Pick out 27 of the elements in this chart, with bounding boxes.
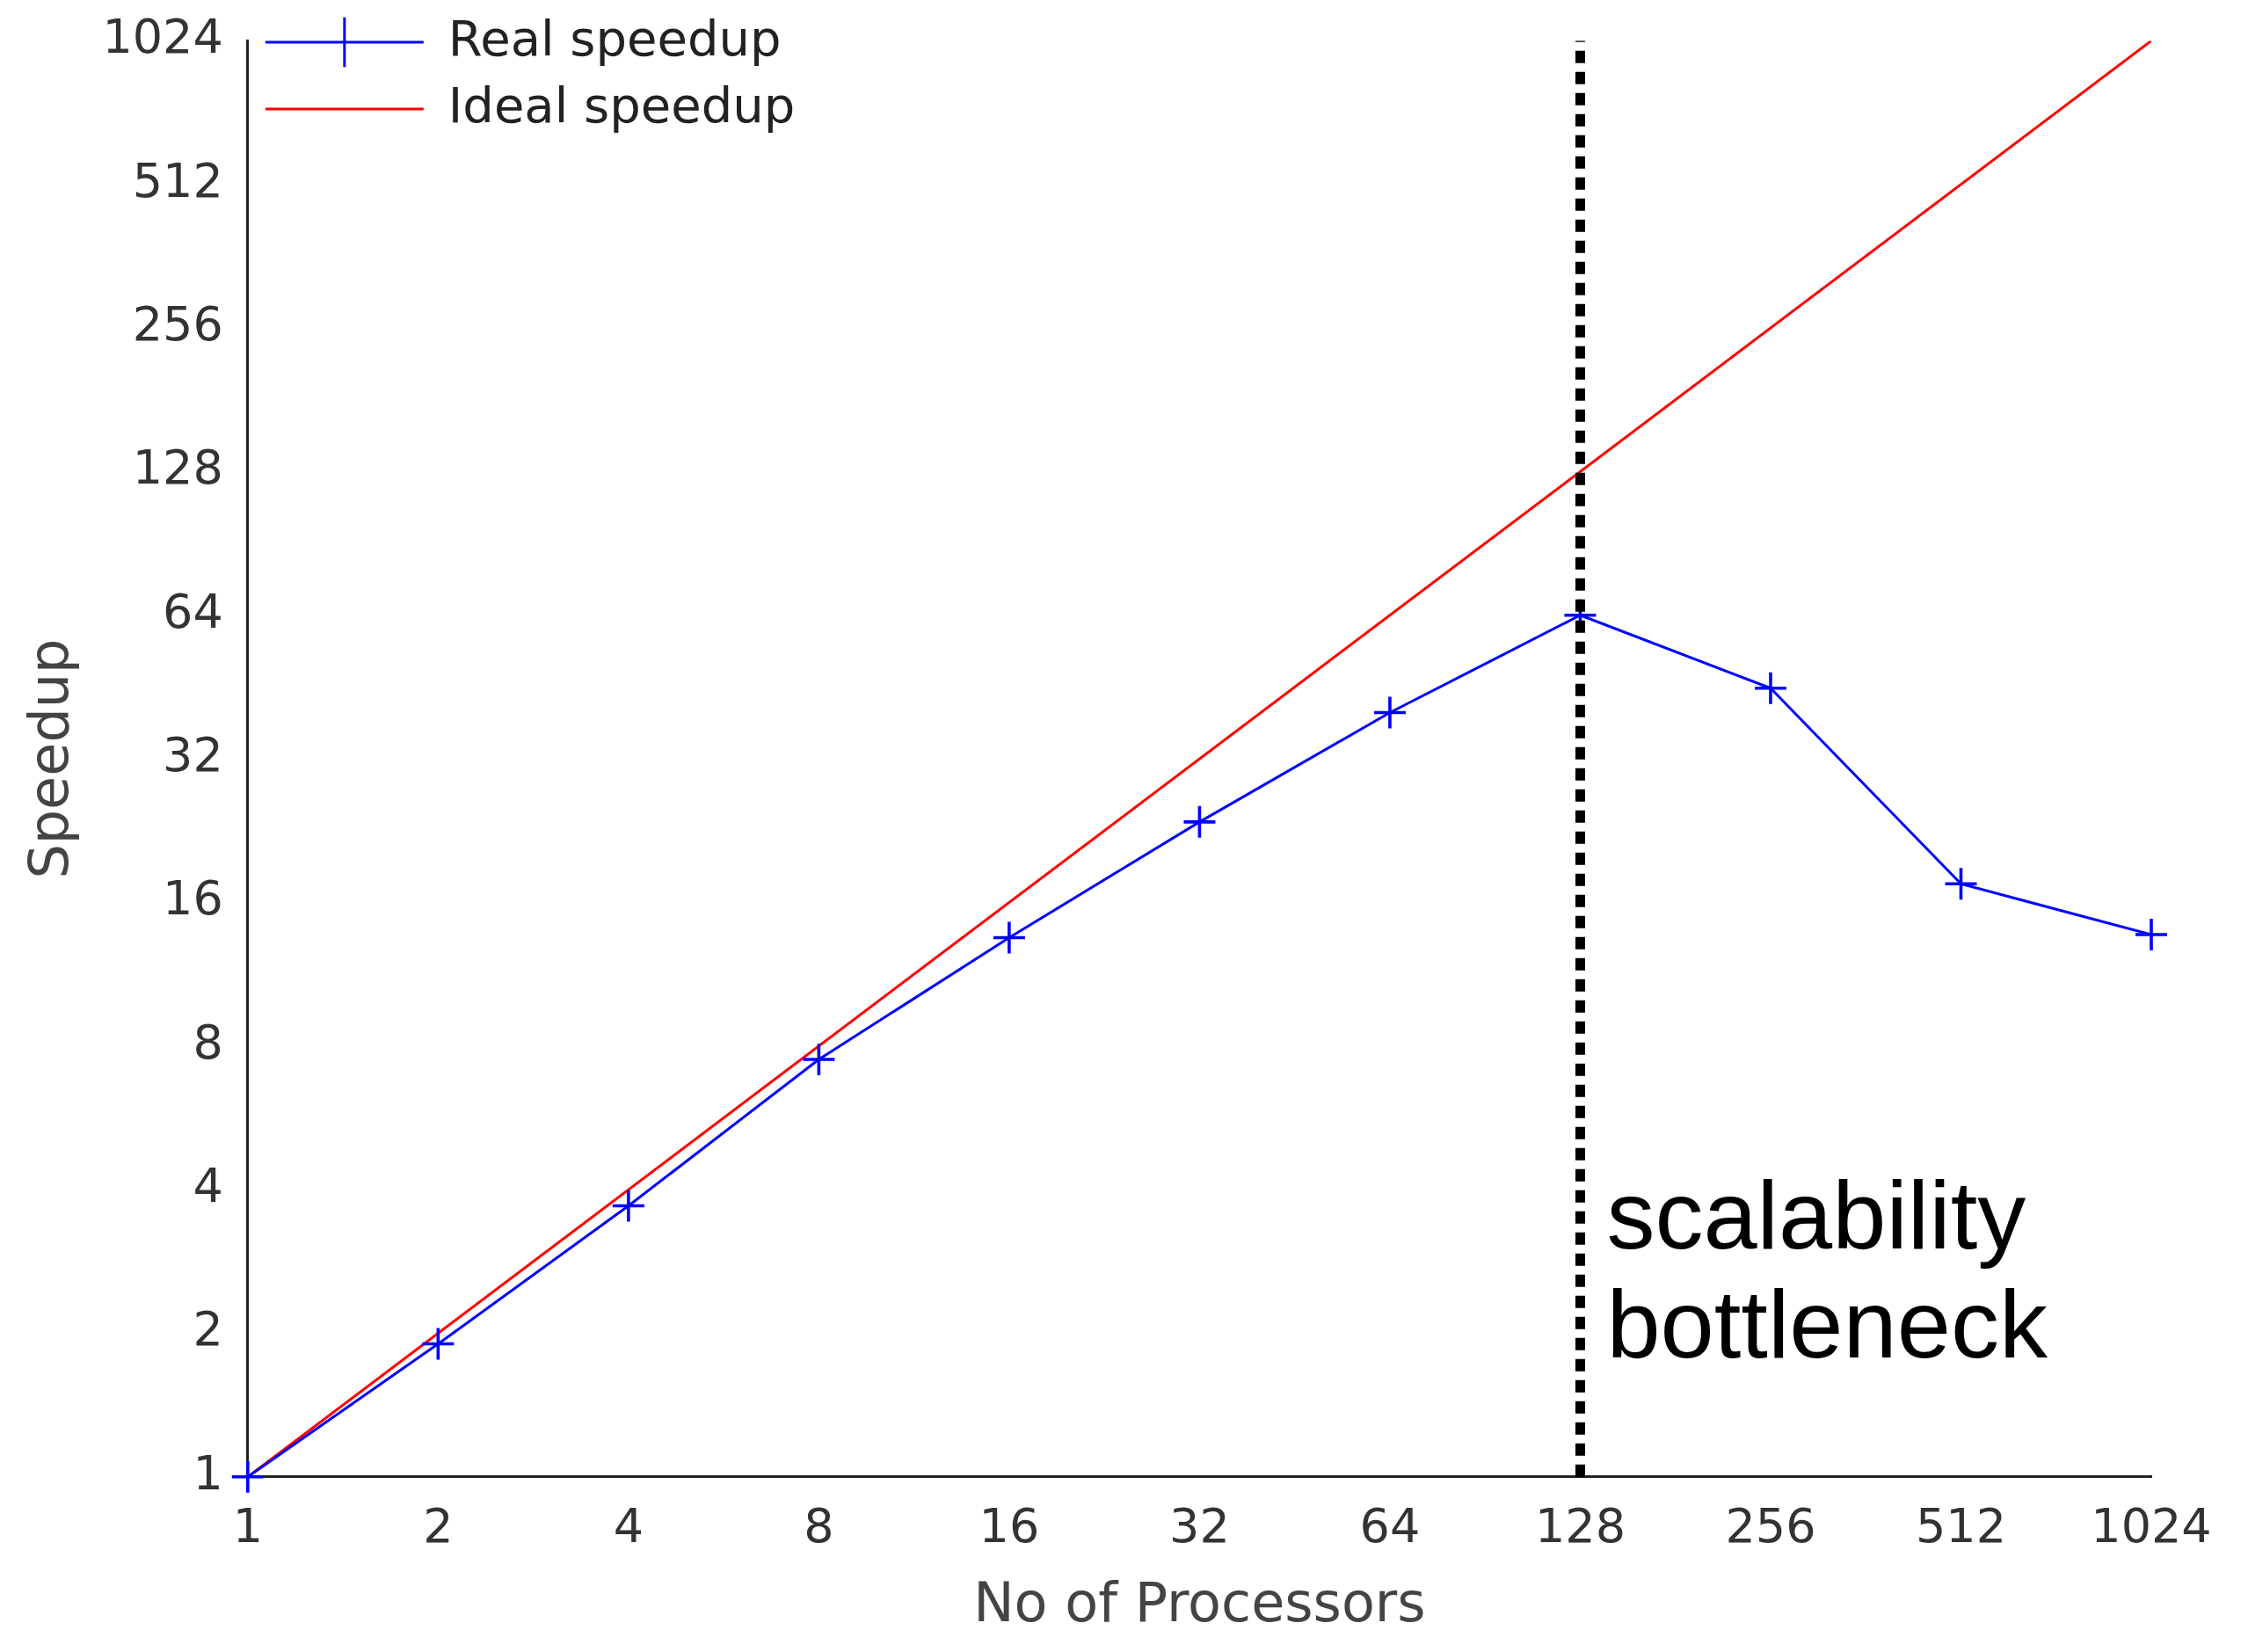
- y-axis-title: Speedup: [17, 638, 82, 879]
- x-tick-label: 8: [804, 1498, 834, 1554]
- y-tick-label: 2: [193, 1301, 223, 1357]
- x-tick-label: 1024: [2091, 1498, 2212, 1554]
- x-tick-label: 32: [1169, 1498, 1230, 1554]
- x-tick-label: 64: [1359, 1498, 1421, 1554]
- x-axis-title: No of Processors: [973, 1569, 1426, 1634]
- y-tick-label: 512: [132, 152, 223, 208]
- x-tick-label: 512: [1915, 1498, 2007, 1554]
- legend-label: Real speedup: [447, 9, 782, 67]
- y-tick-label: 8: [193, 1014, 223, 1070]
- y-tick-label: 4: [193, 1158, 223, 1214]
- y-tick-label: 16: [163, 870, 223, 927]
- y-tick-label: 1: [193, 1445, 223, 1501]
- x-tick-label: 2: [423, 1498, 454, 1554]
- x-tick-label: 128: [1534, 1498, 1626, 1554]
- y-tick-label: 256: [132, 296, 223, 353]
- legend-label: Ideal speedup: [447, 76, 796, 134]
- y-tick-label: 64: [163, 583, 223, 639]
- x-tick-label: 16: [978, 1498, 1040, 1554]
- x-tick-label: 1: [232, 1498, 264, 1554]
- y-tick-label: 32: [163, 727, 223, 783]
- y-tick-label: 128: [132, 440, 223, 496]
- x-tick-label: 256: [1725, 1498, 1816, 1554]
- x-tick-label: 4: [613, 1498, 644, 1554]
- ref-line-label: scalability bottleneck: [1606, 1160, 2048, 1378]
- y-tick-label: 1024: [102, 9, 223, 65]
